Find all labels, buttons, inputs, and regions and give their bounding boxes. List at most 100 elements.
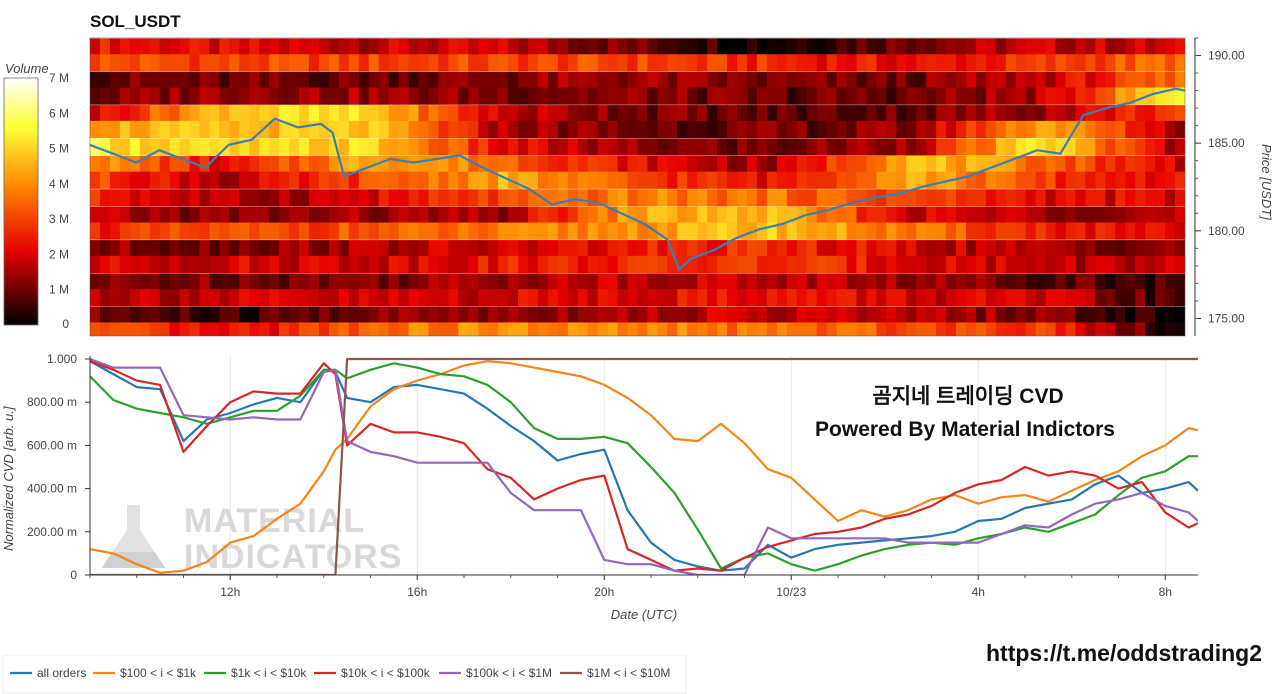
heatmap-cell xyxy=(856,273,868,291)
heatmap-cell xyxy=(826,255,838,274)
heatmap-cell xyxy=(657,189,668,207)
heatmap-cell xyxy=(737,87,748,105)
heatmap-cell xyxy=(189,255,201,274)
heatmap-cell xyxy=(1025,240,1037,258)
heatmap-cell xyxy=(956,120,967,139)
heatmap-cell xyxy=(159,155,171,174)
heatmap-cell xyxy=(1115,138,1126,156)
heatmap-cell xyxy=(269,120,280,139)
heatmap-cell xyxy=(886,87,897,105)
heatmap-cell xyxy=(199,289,211,307)
heatmap-cell xyxy=(707,206,718,224)
heatmap-cell xyxy=(627,206,639,224)
heatmap-cell xyxy=(816,189,828,207)
heatmap-cell xyxy=(876,273,887,291)
heatmap-cell xyxy=(458,206,469,224)
heatmap-cell xyxy=(776,306,788,324)
heatmap-cell xyxy=(149,222,161,240)
heatmap-cell xyxy=(727,71,738,89)
heatmap-cell xyxy=(408,322,420,336)
heatmap-cell xyxy=(229,155,240,174)
heatmap-cell xyxy=(846,255,858,274)
heatmap-cell xyxy=(617,138,629,156)
heatmap-cell xyxy=(318,240,330,258)
heatmap-cell xyxy=(876,289,887,307)
heatmap-cell xyxy=(816,273,828,291)
heatmap-cell xyxy=(776,120,788,139)
heatmap-cell xyxy=(388,138,400,156)
heatmap-cell xyxy=(90,240,101,258)
heatmap-cell xyxy=(348,87,360,105)
heatmap-cell xyxy=(786,87,798,105)
heatmap-cell xyxy=(139,289,151,307)
heatmap-cell xyxy=(607,289,619,307)
heatmap-cell xyxy=(289,155,300,174)
heatmap-cell xyxy=(866,206,877,224)
heatmap-cell xyxy=(309,240,320,258)
heatmap-cell xyxy=(916,155,927,174)
heatmap-cell xyxy=(647,71,658,89)
heatmap-cell xyxy=(428,289,439,307)
heatmap-cell xyxy=(468,255,479,274)
heatmap-cell xyxy=(508,222,519,240)
heatmap-cell xyxy=(169,255,181,274)
heatmap-cell xyxy=(717,189,728,207)
heatmap-cell xyxy=(488,206,499,224)
heatmap-cell xyxy=(697,171,708,189)
heatmap-cell xyxy=(159,206,171,224)
heatmap-cell xyxy=(547,189,559,207)
heatmap-cell xyxy=(856,255,868,274)
heatmap-cell xyxy=(657,306,668,324)
heatmap-cell xyxy=(358,273,370,291)
heatmap-cell xyxy=(338,105,350,123)
heatmap-cell xyxy=(557,87,569,105)
heatmap-cell xyxy=(348,240,360,258)
heatmap-cell xyxy=(1145,155,1156,174)
heatmap-cell xyxy=(766,105,778,123)
heatmap-cell xyxy=(906,105,917,123)
heatmap-cell xyxy=(637,87,649,105)
heatmap-cell xyxy=(169,171,181,189)
heatmap-cell xyxy=(747,71,758,89)
heatmap-cell xyxy=(916,206,927,224)
heatmap-cell xyxy=(99,206,111,224)
heatmap-cell xyxy=(448,255,459,274)
heatmap-cell xyxy=(687,240,698,258)
heatmap-cell xyxy=(537,255,549,274)
heatmap-cell xyxy=(587,120,599,139)
heatmap-cell xyxy=(816,289,828,307)
heatmap-cell xyxy=(1055,87,1067,105)
heatmap-cell xyxy=(776,87,788,105)
heatmap-cell xyxy=(747,38,758,56)
heatmap-cell xyxy=(418,306,430,324)
heatmap-cell xyxy=(607,87,619,105)
heatmap-cell xyxy=(667,255,678,274)
heatmap-cell xyxy=(557,38,569,56)
heatmap-cell xyxy=(149,273,161,291)
heatmap-cell xyxy=(239,171,250,189)
heatmap-cell xyxy=(966,138,977,156)
heatmap-cell xyxy=(607,54,619,72)
heatmap-cell xyxy=(557,171,569,189)
telegram-link[interactable]: https://t.me/oddstrading2 xyxy=(986,640,1262,666)
heatmap-cell xyxy=(229,273,240,291)
heatmap-cell xyxy=(916,289,927,307)
heatmap-cell xyxy=(846,87,858,105)
heatmap-cell xyxy=(627,222,639,240)
heatmap-cell xyxy=(577,105,589,123)
heatmap-cell xyxy=(1165,322,1176,336)
heatmap-cell xyxy=(1115,105,1126,123)
heatmap-cell xyxy=(717,206,728,224)
heatmap-cell xyxy=(458,222,469,240)
heatmap-cell xyxy=(129,54,141,72)
heatmap-cell xyxy=(139,189,151,207)
heatmap-cell xyxy=(498,38,509,56)
heatmap-cell xyxy=(309,171,320,189)
heatmap-cell xyxy=(239,138,250,156)
heatmap-cell xyxy=(657,322,668,336)
heatmap-cell xyxy=(249,289,260,307)
heatmap-cell xyxy=(209,54,220,72)
heatmap-cell xyxy=(707,240,718,258)
heatmap-cell xyxy=(806,38,818,56)
